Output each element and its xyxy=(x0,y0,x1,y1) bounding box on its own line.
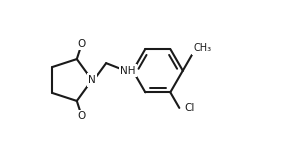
Text: NH: NH xyxy=(120,66,136,76)
Text: O: O xyxy=(78,111,86,121)
Text: CH₃: CH₃ xyxy=(194,43,212,53)
Text: Cl: Cl xyxy=(184,103,195,113)
Text: N: N xyxy=(88,75,96,85)
Text: O: O xyxy=(78,39,86,49)
